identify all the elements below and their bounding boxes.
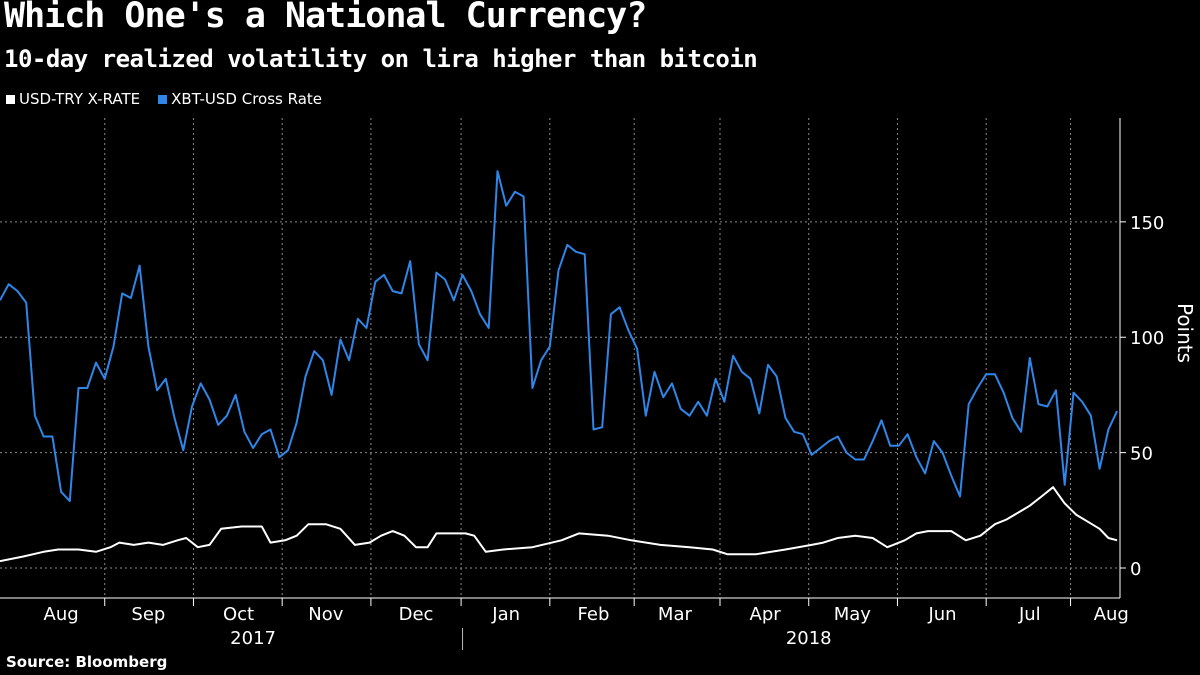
legend: USD-TRY X-RATE XBT-USD Cross Rate (6, 90, 322, 108)
x-tick-label: Feb (578, 604, 610, 625)
series-line-bitcoin (0, 170, 1119, 503)
x-tick-label: Jan (491, 604, 520, 625)
legend-label-lira: USD-TRY X-RATE (19, 90, 141, 108)
y-tick-label: 0 (1130, 559, 1141, 580)
y-axis-title: Points (1173, 303, 1197, 363)
series-line-lira (0, 486, 1118, 563)
legend-item-bitcoin: XBT-USD Cross Rate (158, 90, 322, 108)
legend-item-lira: USD-TRY X-RATE (6, 90, 140, 108)
x-tick-label: Aug (1094, 604, 1129, 625)
x-tick-label: Nov (308, 604, 343, 625)
x-tick-label: Jul (1018, 604, 1041, 625)
legend-label-bitcoin: XBT-USD Cross Rate (171, 90, 323, 108)
x-tick-label: Dec (399, 604, 434, 625)
x-tick-label: Aug (44, 604, 79, 625)
x-tick-label: Sep (131, 604, 165, 625)
x-tick-label: Jun (927, 604, 956, 625)
y-tick-label: 50 (1130, 444, 1153, 465)
x-year-label: 2017 (230, 628, 276, 649)
source-note: Source: Bloomberg (6, 653, 168, 671)
y-tick-label: 100 (1130, 328, 1164, 349)
legend-swatch-bitcoin (158, 94, 168, 104)
chart-subtitle: 10-day realized volatility on lira highe… (4, 45, 758, 73)
chart-title: Which One's a National Currency? (4, 0, 647, 36)
x-year-label: 2018 (786, 628, 832, 649)
x-tick-label: Mar (658, 604, 693, 625)
legend-swatch-lira (6, 94, 15, 104)
x-tick-label: May (834, 604, 872, 625)
y-tick-label: 150 (1130, 213, 1164, 234)
x-tick-label: Apr (750, 604, 782, 625)
x-tick-label: Oct (223, 604, 254, 625)
